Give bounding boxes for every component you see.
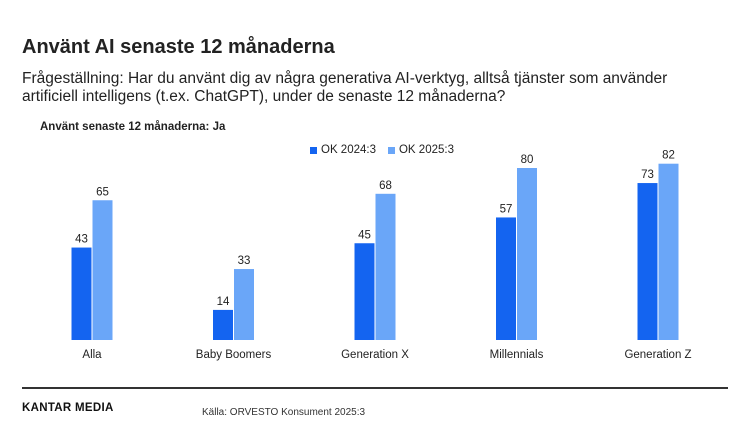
category-label-alla: Alla bbox=[82, 349, 102, 361]
data-label-alla-series-1: 43 bbox=[75, 234, 88, 246]
category-label-generation-z: Generation Z bbox=[624, 349, 691, 361]
category-label-baby-boomers: Baby Boomers bbox=[196, 349, 272, 361]
category-label-millennials: Millennials bbox=[490, 349, 544, 361]
bar-millennials-series-1 bbox=[496, 217, 516, 340]
data-label-generation-x-series-2: 68 bbox=[379, 180, 392, 192]
bar-alla-series-2 bbox=[92, 200, 113, 340]
kantar-media-logo: KANTAR MEDIA bbox=[22, 402, 114, 414]
legend-label-series-2: OK 2025:3 bbox=[398, 144, 454, 156]
bar-alla-series-1 bbox=[71, 247, 92, 340]
bar-generation-z-series-2 bbox=[658, 163, 679, 340]
legend: OK 2024:3 OK 2025:3 bbox=[310, 144, 466, 156]
bar-baby-boomers-series-1 bbox=[213, 309, 233, 340]
legend-swatch-series-2 bbox=[387, 146, 395, 154]
bar-generation-z-series-1 bbox=[637, 183, 658, 340]
data-label-baby-boomers-series-2: 33 bbox=[238, 255, 251, 267]
data-label-baby-boomers-series-1: 14 bbox=[217, 296, 230, 308]
legend-label-series-1: OK 2024:3 bbox=[321, 144, 376, 156]
legend-swatch-series-1 bbox=[310, 146, 317, 154]
legend-item-series-1: OK 2024:3 bbox=[310, 144, 376, 156]
source-note: Källa: ORVESTO Konsument 2025:3 bbox=[202, 407, 366, 418]
footer-divider bbox=[22, 387, 728, 389]
bar-baby-boomers-series-2 bbox=[234, 269, 254, 340]
data-label-millennials-series-1: 57 bbox=[500, 203, 513, 215]
chart-subtitle: Använt senaste 12 månaderna: Ja bbox=[40, 121, 226, 133]
bar-generation-x-series-2 bbox=[375, 193, 396, 340]
data-label-generation-z-series-1: 73 bbox=[641, 169, 654, 181]
question-text: Frågeställning: Har du använt dig av någ… bbox=[22, 70, 668, 105]
data-label-alla-series-2: 65 bbox=[96, 186, 109, 198]
chart-title: Använt AI senaste 12 månaderna bbox=[22, 36, 335, 58]
legend-item-series-2: OK 2025:3 bbox=[387, 144, 454, 156]
data-label-generation-x-series-1: 45 bbox=[358, 229, 371, 241]
bar-millennials-series-2 bbox=[517, 168, 537, 340]
bar-generation-x-series-1 bbox=[354, 243, 375, 340]
data-label-generation-z-series-2: 82 bbox=[662, 150, 675, 162]
data-label-millennials-series-2: 80 bbox=[521, 154, 534, 166]
category-label-generation-x: Generation X bbox=[341, 349, 409, 361]
